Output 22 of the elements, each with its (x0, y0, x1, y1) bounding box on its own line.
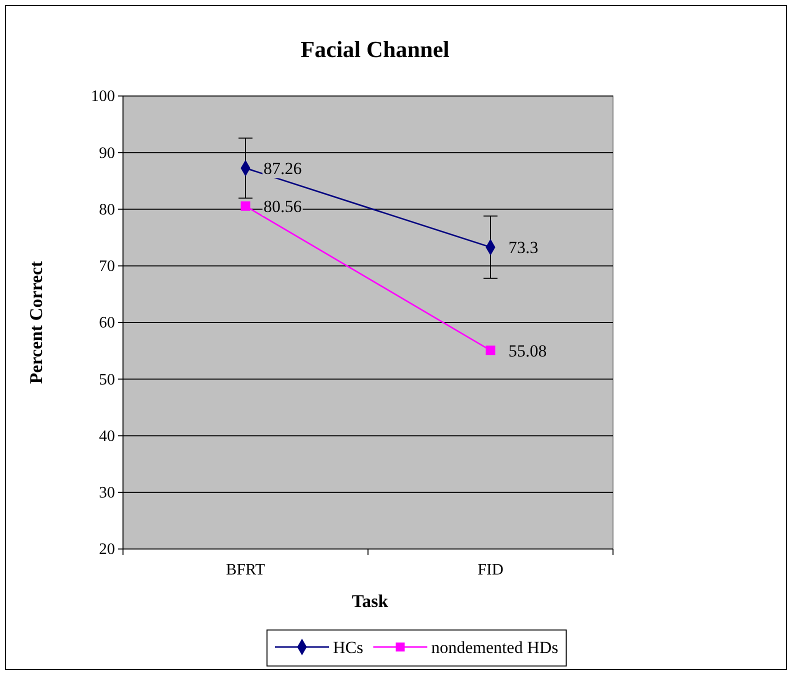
point (486, 346, 496, 356)
x-tick-label: BFRT (226, 561, 266, 578)
data-label: 80.56 (264, 197, 302, 216)
legend-label: HCs (333, 638, 364, 657)
y-tick-label: 90 (99, 144, 115, 162)
y-tick-label: 30 (99, 484, 115, 502)
legend-label: nondemented HDs (431, 638, 558, 657)
y-tick-label: 60 (99, 314, 115, 332)
y-tick-label: 70 (99, 258, 115, 275)
y-tick-label: 20 (99, 541, 115, 558)
y-axis-title: Percent Correct (26, 261, 46, 384)
y-tick-label: 80 (99, 201, 115, 218)
point (240, 201, 250, 211)
data-label: 87.26 (264, 159, 302, 178)
data-label: 73.3 (508, 238, 538, 258)
data-label: 55.08 (508, 341, 547, 360)
chart-title: Facial Channel (300, 37, 450, 62)
y-tick-label: 40 (99, 428, 115, 445)
y-tick-label: 50 (99, 371, 115, 388)
x-axis-title: Task (352, 591, 388, 611)
x-tick-label: FID (478, 561, 504, 578)
y-tick-label: 100 (91, 88, 115, 106)
